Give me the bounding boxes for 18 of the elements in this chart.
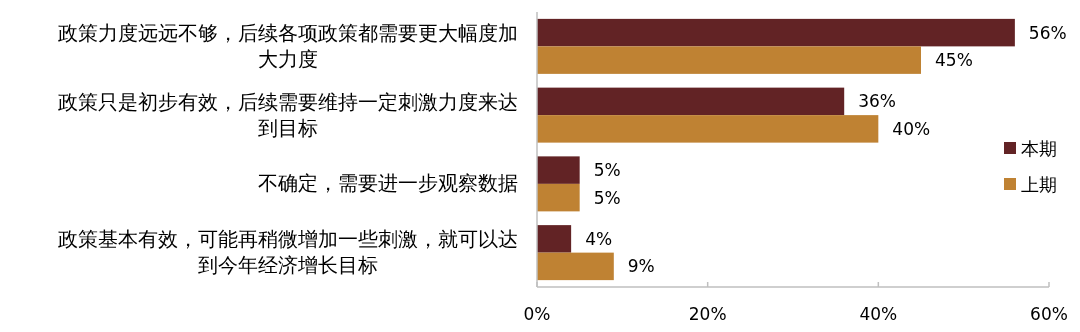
x-tick-label: 0% — [523, 304, 551, 324]
x-tick-label: 60% — [1030, 304, 1068, 324]
y-tick-label: 政策只是初步有效，后续需要维持一定刺激力度来达到目标 — [58, 89, 518, 140]
y-tick-label: 政策基本有效，可能再稍微增加一些刺激，就可以达到今年经济增长目标 — [58, 227, 518, 278]
y-tick-label: 政策力度远远不够，后续各项政策都需要更大幅度加大力度 — [58, 20, 518, 71]
x-tick-label: 40% — [859, 304, 898, 324]
data-label: 56% — [1028, 22, 1067, 43]
data-label: 36% — [858, 91, 896, 112]
data-label: 9% — [627, 256, 655, 277]
y-tick-label: 不确定，需要进一步观察数据 — [258, 171, 518, 196]
data-label: 45% — [935, 50, 973, 71]
legend-label: 本期 — [1021, 138, 1057, 159]
legend-label: 上期 — [1021, 174, 1057, 195]
x-tick-label: 20% — [688, 304, 727, 324]
data-label: 4% — [585, 228, 613, 249]
data-label: 5% — [593, 160, 621, 181]
data-label: 40% — [892, 118, 931, 139]
data-label: 5% — [593, 187, 621, 208]
